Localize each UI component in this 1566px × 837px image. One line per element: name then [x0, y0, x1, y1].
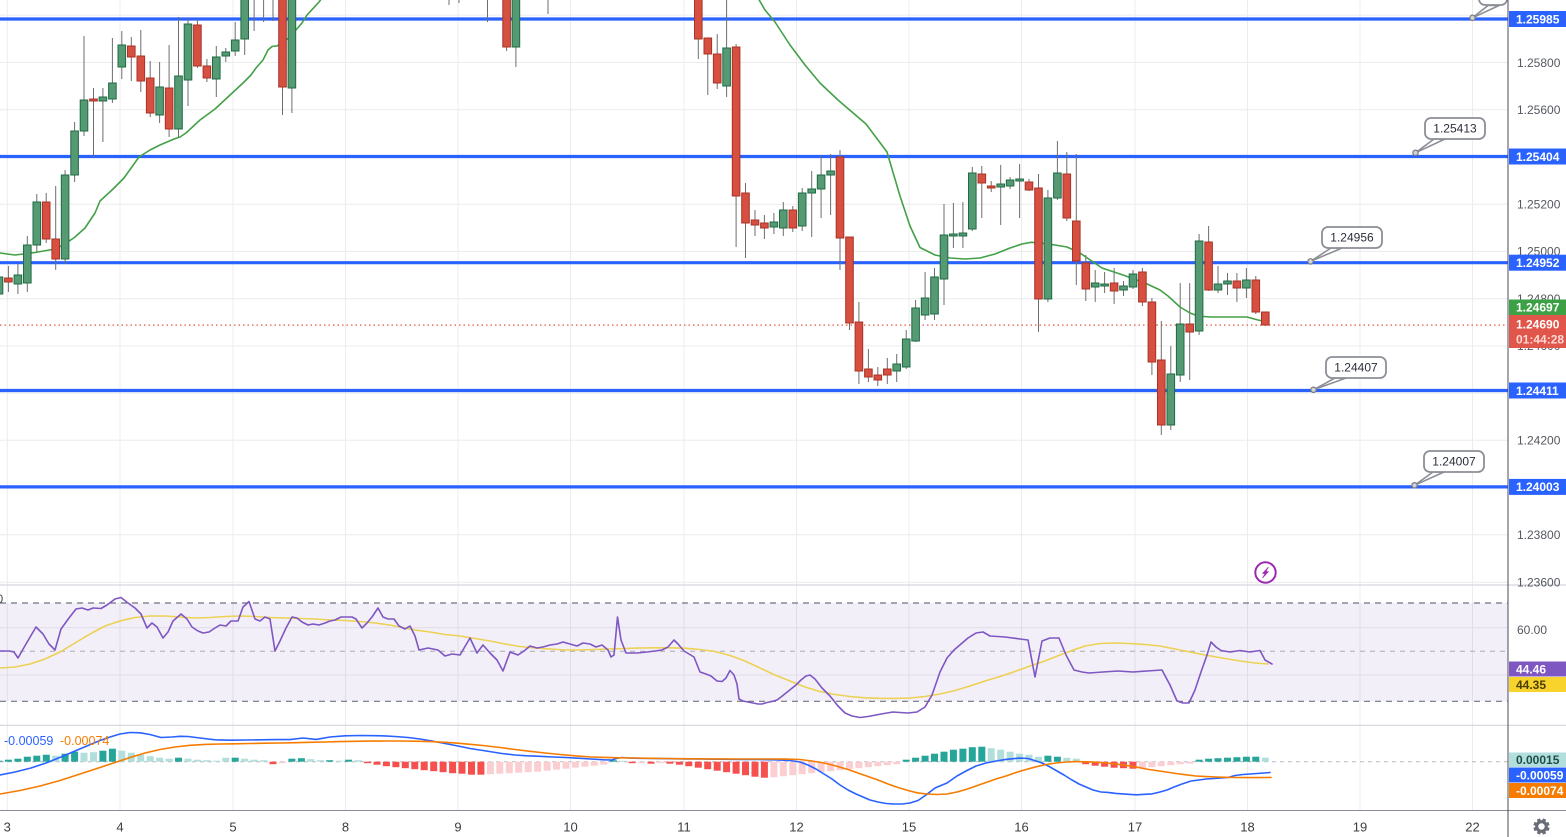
svg-text:0.00015: 0.00015 — [1516, 753, 1560, 767]
svg-text:16: 16 — [1014, 820, 1028, 835]
svg-text:0: 0 — [0, 592, 4, 606]
svg-text:1.25404: 1.25404 — [1516, 150, 1560, 164]
svg-text:1.24007: 1.24007 — [1432, 455, 1476, 469]
svg-text:5: 5 — [229, 820, 236, 835]
svg-text:01:44:28: 01:44:28 — [1516, 333, 1564, 347]
svg-text:1.24956: 1.24956 — [1330, 231, 1374, 245]
svg-text:22: 22 — [1465, 820, 1479, 835]
svg-text:44.46: 44.46 — [1516, 662, 1546, 676]
svg-text:1.24407: 1.24407 — [1334, 361, 1378, 375]
svg-text:1.24411: 1.24411 — [1516, 384, 1559, 398]
svg-text:1.23600: 1.23600 — [1517, 575, 1561, 589]
svg-text:1.24200: 1.24200 — [1517, 434, 1561, 448]
svg-text:1.25413: 1.25413 — [1433, 122, 1477, 136]
svg-text:8: 8 — [342, 820, 349, 835]
svg-text:1.25985: 1.25985 — [1516, 12, 1560, 26]
svg-text:17: 17 — [1128, 820, 1142, 835]
svg-text:15: 15 — [902, 820, 916, 835]
svg-text:18: 18 — [1240, 820, 1254, 835]
svg-text:-0.00074: -0.00074 — [1516, 784, 1564, 798]
svg-text:-0.00059: -0.00059 — [1516, 768, 1564, 782]
svg-text:1.24003: 1.24003 — [1516, 480, 1560, 494]
svg-text:10: 10 — [563, 820, 577, 835]
svg-text:1.23800: 1.23800 — [1517, 528, 1561, 542]
svg-text:44.35: 44.35 — [1516, 678, 1546, 692]
svg-text:60.00: 60.00 — [1517, 623, 1547, 637]
svg-text:3: 3 — [4, 820, 11, 835]
svg-text:1.25200: 1.25200 — [1517, 198, 1561, 212]
svg-text:1.25800: 1.25800 — [1517, 56, 1561, 70]
svg-text:1.24690: 1.24690 — [1516, 318, 1560, 332]
svg-text:1.25600: 1.25600 — [1517, 103, 1561, 117]
svg-text:11: 11 — [677, 820, 691, 835]
svg-text:-0.00059: -0.00059 — [4, 734, 53, 748]
svg-text:1.24697: 1.24697 — [1516, 301, 1560, 315]
svg-text:1.24952: 1.24952 — [1516, 256, 1560, 270]
svg-text:-0.00074: -0.00074 — [60, 734, 109, 748]
svg-text:12: 12 — [789, 820, 803, 835]
svg-text:4: 4 — [116, 820, 123, 835]
svg-text:9: 9 — [454, 820, 461, 835]
svg-text:19: 19 — [1353, 820, 1367, 835]
